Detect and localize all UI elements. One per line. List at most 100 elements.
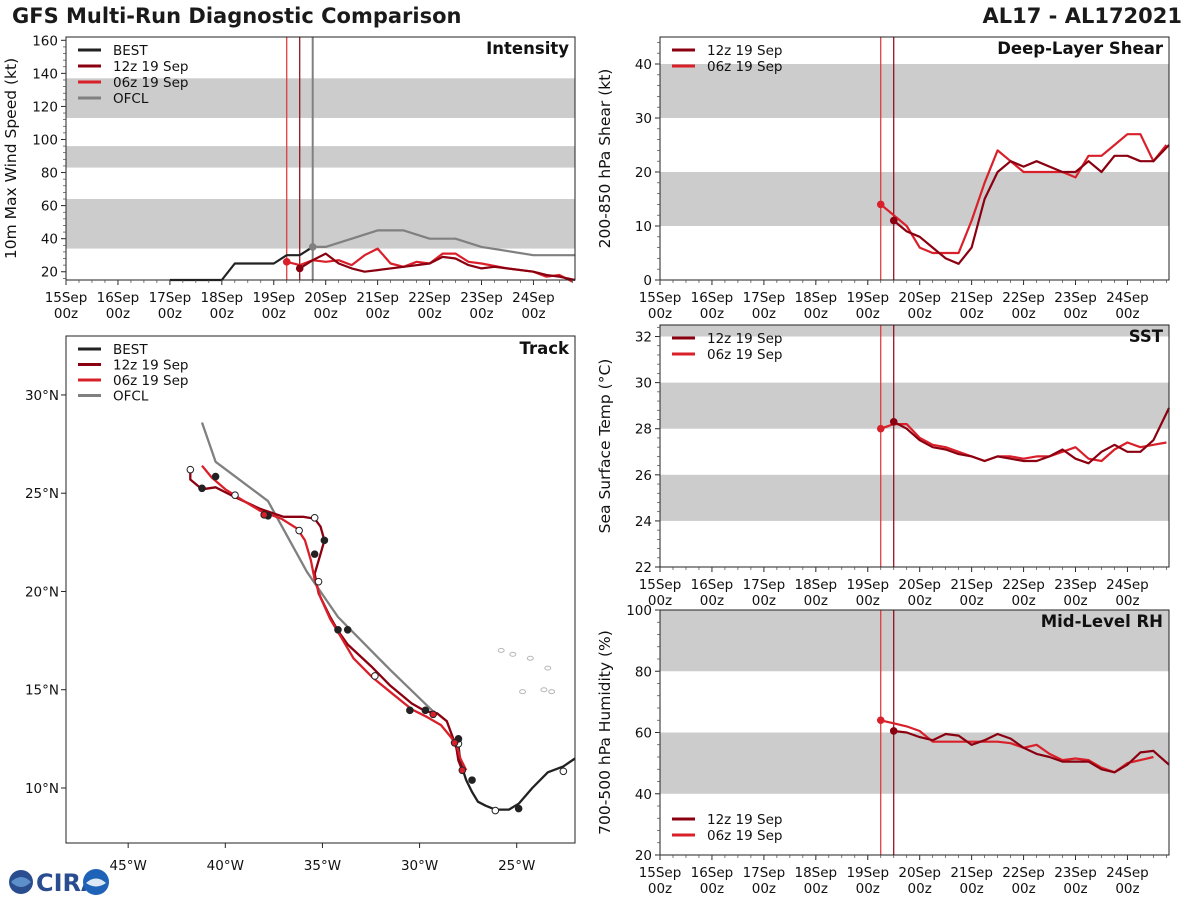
shaded-band (66, 146, 575, 168)
x-tick-label: 22Sep (408, 290, 451, 306)
x-tick-hour-label: 00z (1063, 306, 1087, 322)
y-tick-label: 20 (635, 848, 652, 864)
x-tick-label: 24Sep (512, 290, 555, 306)
island-shape (540, 687, 548, 693)
x-tick-label: 18Sep (795, 865, 838, 881)
x-tick-label: 21Sep (950, 865, 993, 881)
track-run06 (201, 464, 468, 771)
x-tick-hour-label: 00z (106, 306, 130, 322)
track-position-filled (421, 706, 430, 715)
x-tick-hour-label: 00z (1063, 593, 1087, 609)
x-tick-hour-label: 00z (1115, 593, 1139, 609)
legend-label: 12z 19 Sep (707, 812, 782, 828)
panel-title: Intensity (486, 39, 569, 58)
legend-label: BEST (113, 43, 148, 59)
series-start-marker (876, 424, 885, 433)
x-tick-hour-label: 00z (417, 306, 441, 322)
series-start-marker (889, 727, 898, 735)
x-tick-hour-label: 00z (469, 306, 493, 322)
shaded-band (660, 474, 1169, 521)
island-shape (526, 655, 534, 661)
panel-shear: 01020304015Sep00z16Sep00z17Sep00z18Sep00… (596, 36, 1170, 322)
shaded-band (660, 382, 1169, 429)
track-position-filled (429, 710, 437, 719)
x-tick-label: 19Sep (846, 865, 889, 881)
y-tick-label: 120 (32, 99, 58, 115)
legend-label: 06z 19 Sep (113, 373, 188, 389)
x-tick-hour-label: 00z (262, 306, 286, 322)
track-position-filled (260, 511, 268, 519)
lat-tick-label: 20°N (25, 584, 59, 600)
x-tick-hour-label: 00z (1011, 593, 1035, 609)
track-ofcl (200, 422, 436, 715)
x-tick-hour-label: 00z (804, 306, 828, 322)
x-tick-hour-label: 00z (804, 881, 828, 897)
x-tick-label: 21Sep (950, 290, 993, 306)
x-tick-hour-label: 00z (856, 593, 880, 609)
track-position-filled (211, 472, 220, 481)
series-start-marker (889, 216, 898, 225)
panel-title: SST (1129, 327, 1164, 346)
legend-label: 06z 19 Sep (113, 75, 188, 91)
cira-logo: CIRA (9, 869, 109, 897)
y-tick-label: 100 (32, 132, 58, 148)
y-tick-label: 26 (635, 468, 652, 484)
track-position-open (231, 491, 239, 499)
x-tick-hour-label: 00z (210, 306, 234, 322)
x-tick-hour-label: 00z (365, 306, 389, 322)
x-tick-hour-label: 00z (752, 306, 776, 322)
shaded-band (660, 732, 1169, 794)
track-position-filled (468, 776, 476, 784)
track-position-filled (198, 484, 206, 493)
y-axis-label: 700-500 hPa Humidity (%) (596, 630, 614, 835)
legend-label: 12z 19 Sep (113, 59, 188, 75)
lat-tick-label: 10°N (25, 781, 59, 797)
series-run12 (892, 144, 1170, 265)
y-tick-label: 60 (41, 199, 58, 215)
plot-area (660, 325, 1169, 567)
legend-label: OFCL (113, 389, 149, 405)
y-tick-label: 40 (41, 232, 58, 248)
series-run12 (893, 729, 1170, 774)
series-run12 (893, 407, 1170, 465)
x-tick-label: 21Sep (356, 290, 399, 306)
series-start-marker (876, 200, 885, 209)
x-tick-hour-label: 00z (959, 593, 983, 609)
series-run06 (879, 133, 1168, 255)
x-tick-hour-label: 00z (521, 306, 545, 322)
legend-label: 12z 19 Sep (707, 331, 782, 347)
y-tick-label: 140 (32, 66, 58, 82)
x-tick-label: 24Sep (1106, 290, 1149, 306)
map-frame (65, 335, 576, 844)
track-position-open (559, 767, 568, 776)
shaded-band (660, 610, 1169, 672)
x-tick-hour-label: 00z (908, 306, 932, 322)
x-tick-hour-label: 00z (1115, 306, 1139, 322)
panel-sst: 22242628303215Sep00z16Sep00z17Sep00z18Se… (596, 324, 1170, 609)
y-axis-label: 10m Max Wind Speed (kt) (2, 58, 20, 259)
x-tick-hour-label: 00z (959, 881, 983, 897)
x-tick-label: 16Sep (691, 865, 734, 881)
x-tick-label: 15Sep (639, 865, 682, 881)
y-tick-label: 24 (635, 514, 652, 530)
x-tick-hour-label: 00z (700, 306, 724, 322)
plot-frame (65, 36, 576, 281)
island-shape (544, 665, 552, 671)
panel-title: Track (520, 339, 570, 358)
plot-frame (659, 36, 1170, 281)
series-start-marker (889, 418, 898, 426)
track-position-filled (458, 766, 467, 775)
legend-label: BEST (113, 342, 148, 358)
x-tick-hour-label: 00z (1011, 881, 1035, 897)
y-tick-label: 40 (635, 787, 652, 803)
series-start-marker (876, 716, 885, 725)
x-tick-hour-label: 00z (959, 306, 983, 322)
x-tick-hour-label: 00z (856, 306, 880, 322)
x-tick-label: 19Sep (846, 290, 889, 306)
island-shape (519, 689, 527, 695)
x-tick-hour-label: 00z (856, 881, 880, 897)
y-tick-label: 60 (635, 726, 652, 742)
y-tick-label: 20 (635, 165, 652, 181)
track-position-filled (450, 738, 459, 747)
